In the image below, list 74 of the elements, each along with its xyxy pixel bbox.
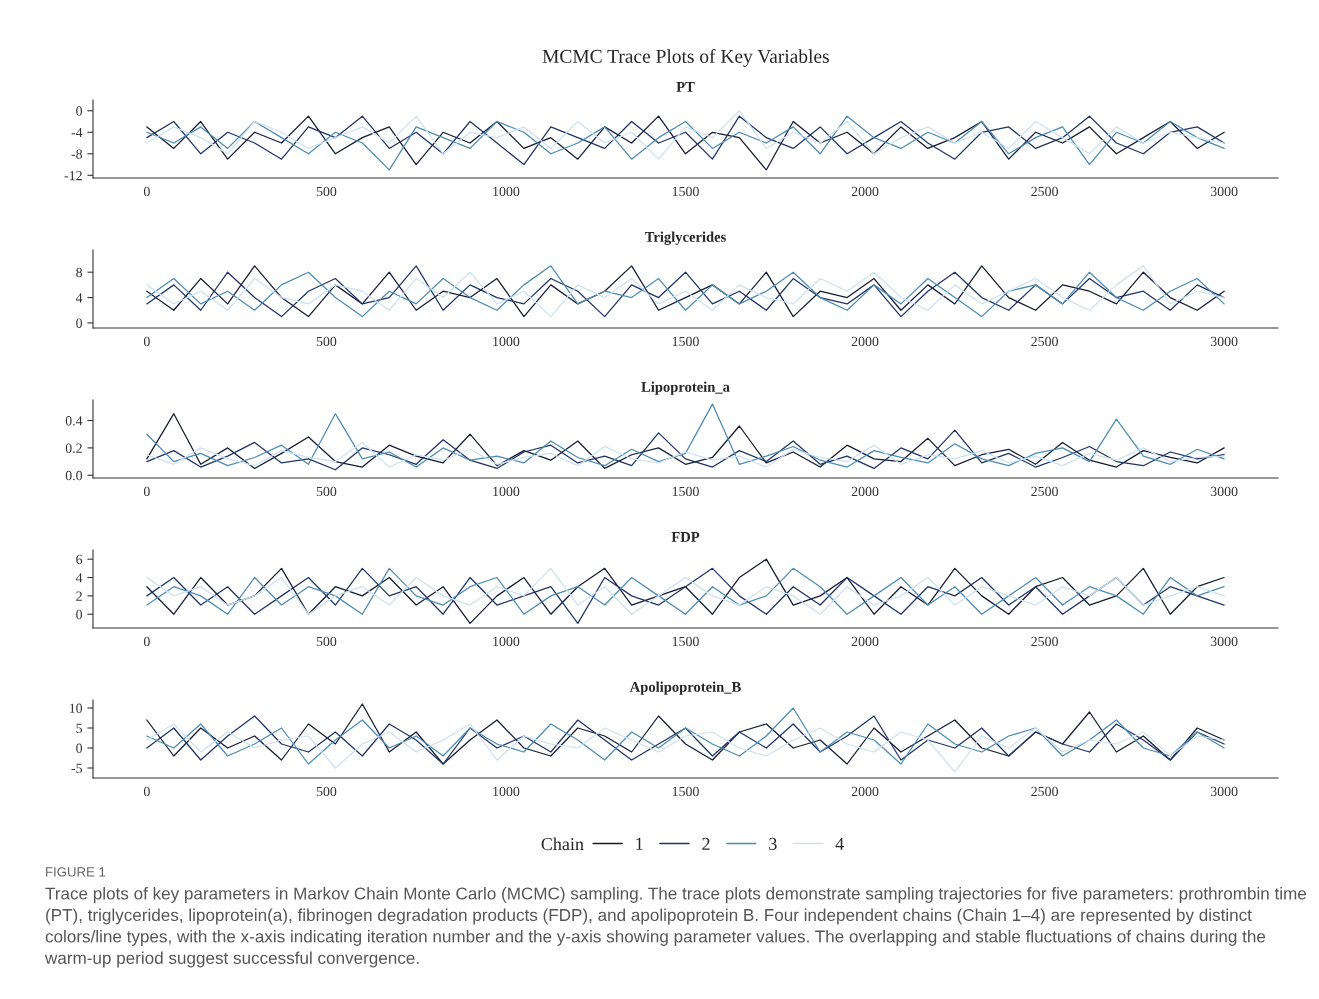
line-series xyxy=(146,567,1225,615)
line-series xyxy=(146,441,1225,468)
x-tick-label: 3000 xyxy=(1210,336,1238,347)
x-tick-label: 0 xyxy=(143,186,150,197)
y-tick-label: 4 xyxy=(75,573,83,583)
x-tick-label: 500 xyxy=(316,336,337,347)
x-tick-label: 0 xyxy=(143,336,150,347)
x-tick-label: 1000 xyxy=(493,636,520,647)
x-tick-label: 2000 xyxy=(851,786,879,797)
x-tick-label: 500 xyxy=(316,636,337,647)
x-tick-label: 1500 xyxy=(672,786,699,797)
x-tick-label: 1000 xyxy=(493,786,520,797)
x-tick-label: 2500 xyxy=(1031,486,1058,497)
line-series xyxy=(146,429,1225,471)
x-tick-label: 2500 xyxy=(1031,786,1058,797)
x-tick-label: 0 xyxy=(143,486,150,497)
x-tick-label: 3000 xyxy=(1210,486,1238,497)
x-tick-label: 1000 xyxy=(493,336,520,347)
line-series xyxy=(146,413,1225,470)
y-tick-label: 6 xyxy=(76,554,83,565)
x-tick-label: 1500 xyxy=(672,486,699,497)
y-tick-label: 0 xyxy=(76,106,83,116)
legend-label: 1 xyxy=(636,837,643,850)
x-tick-label: 2000 xyxy=(851,186,879,197)
caption: FIGURE 1 xyxy=(46,867,106,877)
x-tick-label: 0 xyxy=(143,786,150,797)
line-series xyxy=(146,403,1225,468)
x-tick-label: 3000 xyxy=(1210,186,1238,197)
x-tick-label: 1500 xyxy=(672,336,699,347)
y-tick-label: -5 xyxy=(71,763,83,773)
x-tick-label: 3000 xyxy=(1210,786,1238,797)
x-tick-label: 1000 xyxy=(493,186,520,197)
y-tick-label: -12 xyxy=(64,170,82,181)
x-tick-label: 1500 xyxy=(672,636,699,647)
chart-title: Apolipoprotein_B xyxy=(629,681,741,695)
text: MCMC Trace Plots of Key Variables xyxy=(542,49,829,67)
y-tick-label: 5 xyxy=(76,723,83,733)
line-series xyxy=(146,265,1225,318)
x-tick-label: 1500 xyxy=(672,186,699,197)
y-tick-label: 0 xyxy=(76,609,83,620)
y-tick-label: 4 xyxy=(75,293,83,303)
x-tick-label: 2500 xyxy=(1031,336,1058,347)
x-tick-label: 500 xyxy=(316,186,337,197)
x-tick-label: 500 xyxy=(316,486,337,497)
y-tick-label: 10 xyxy=(69,703,83,713)
x-tick-label: 2000 xyxy=(851,486,879,497)
chart-title: FDP xyxy=(671,532,700,542)
chart-title: PT xyxy=(676,82,695,92)
y-tick-label: -8 xyxy=(71,149,83,159)
legend-title: Chain xyxy=(541,837,584,851)
line-series xyxy=(146,723,1225,773)
y-tick-label: 0.2 xyxy=(65,443,82,453)
line-series xyxy=(146,110,1225,160)
y-tick-label: 0 xyxy=(76,743,83,753)
text: Trace plots of key parameters in Markov Chain Monte Carlo (MCMC) sampling. The trace plots demonstrate sampling trajectories for five parameters: prothrombin time (PT), triglycerides, lipoprotein(a), fibrinogen degradation products (FDP), and apolipoprotein B. Four independent chains (Chain 1–4) are represented by distinct colors/line types, with the x-axis indicating iteration number and the y-axis showing parameter values. The overlapping and stable fluctuations of chains during the warm-up period suggest successful convergence. xyxy=(44,887,1307,968)
y-tick-label: 2 xyxy=(76,591,82,601)
y-tick-label: 8 xyxy=(76,267,83,278)
x-tick-label: 500 xyxy=(316,786,337,797)
y-tick-label: 0.4 xyxy=(65,416,83,426)
x-tick-label: 2500 xyxy=(1031,636,1058,647)
x-tick-label: 2500 xyxy=(1031,186,1058,197)
x-tick-label: 2000 xyxy=(851,336,879,347)
legend-label: 3 xyxy=(769,837,777,850)
legend-label: 2 xyxy=(702,837,710,850)
x-tick-label: 0 xyxy=(143,636,150,647)
y-tick-label: -4 xyxy=(71,127,83,138)
chart-title: Lipoprotein_a xyxy=(641,381,730,395)
y-tick-label: 0.0 xyxy=(65,470,83,481)
x-tick-label: 1000 xyxy=(493,486,520,497)
legend-label: 4 xyxy=(835,837,844,850)
x-tick-label: 2000 xyxy=(851,636,879,647)
y-tick-label: 0 xyxy=(76,318,83,328)
x-tick-label: 3000 xyxy=(1210,636,1238,647)
chart-title: Triglycerides xyxy=(644,231,726,245)
